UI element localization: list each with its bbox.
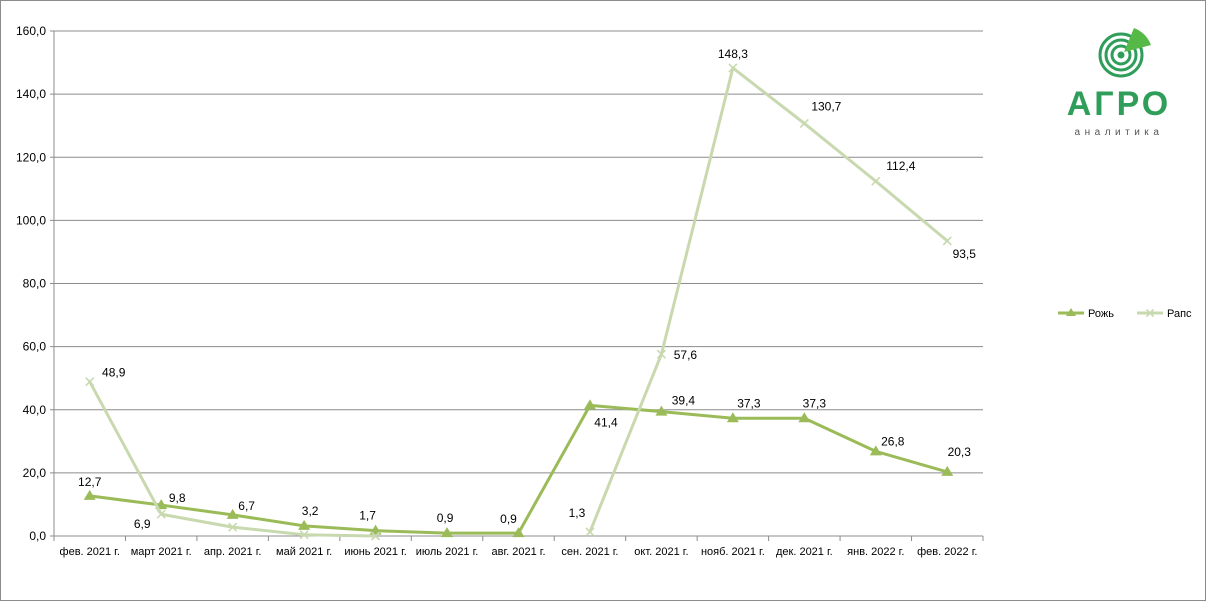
data-label: 57,6 [674, 348, 698, 362]
data-label: 112,4 [886, 159, 915, 173]
agro-logo: АГРО аналитика [1067, 28, 1172, 138]
x-tick-label: фев. 2022 г. [917, 546, 977, 558]
data-label: 37,3 [803, 396, 827, 410]
y-tick-label: 60,0 [23, 340, 47, 354]
data-label: 148,3 [718, 47, 748, 61]
data-point-triangle [512, 527, 525, 538]
data-point-triangle [583, 399, 596, 410]
y-tick-label: 80,0 [23, 277, 47, 291]
x-tick-label: дек. 2021 г. [776, 546, 833, 558]
x-tick-label: май 2021 г. [276, 546, 332, 558]
x-tick-label: сен. 2021 г. [561, 546, 618, 558]
y-axis-ticks: 0,0 20,0 40,0 60,0 80,0 100,0 120,0 140,0 160,0 [16, 24, 46, 543]
y-tick-label: 100,0 [16, 213, 46, 227]
x-tick-label: июль 2021 г. [416, 546, 479, 558]
data-label: 1,3 [569, 506, 586, 520]
gridlines [50, 30, 984, 541]
data-point-x [871, 176, 881, 186]
y-tick-label: 140,0 [16, 87, 46, 101]
x-tick-label: окт. 2021 г. [634, 546, 688, 558]
data-label: 6,7 [238, 499, 255, 513]
data-label: 26,8 [881, 434, 905, 448]
data-point-x [299, 530, 309, 540]
data-point-x [942, 236, 952, 246]
x-tick-label: авг. 2021 г. [492, 546, 546, 558]
x-tick-label: янв. 2022 г. [847, 546, 904, 558]
data-point-triangle [83, 489, 96, 500]
data-point-x [656, 349, 666, 359]
x-axis-ticks: фев. 2021 г. март 2021 г. апр. 2021 г. май … [60, 546, 978, 558]
x-tick-label: апр. 2021 г. [204, 546, 262, 558]
data-labels: 12,7 9,8 6,7 3,2 1,7 0,9 0,9 41,4 39,4 37,3 37,3 26… [78, 47, 976, 531]
data-point-x [156, 509, 166, 519]
data-point-triangle [655, 405, 668, 416]
data-point-triangle [869, 445, 882, 456]
logo-emblem-icon [1098, 28, 1151, 78]
data-point-triangle [798, 412, 811, 423]
data-label: 37,3 [737, 396, 761, 410]
legend-x-marker [1145, 308, 1155, 318]
data-label: 1,7 [359, 509, 376, 523]
data-label: 39,4 [672, 394, 696, 408]
data-label: 130,7 [811, 99, 841, 113]
data-point-triangle [226, 508, 239, 519]
data-point-triangle [441, 527, 454, 538]
x-tick-label: нояб. 2021 г. [701, 546, 765, 558]
data-point-x [371, 531, 381, 541]
data-label: 0,9 [500, 512, 517, 526]
logo-brand: АГРО [1067, 85, 1172, 123]
data-label: 12,7 [78, 475, 102, 489]
data-point-x [228, 522, 238, 532]
legend: Рожь Рапс [1058, 308, 1192, 320]
data-label: 48,9 [102, 366, 126, 380]
series [83, 63, 954, 541]
data-label: 3,2 [302, 504, 319, 518]
y-tick-label: 0,0 [29, 529, 46, 543]
data-label: 41,4 [594, 415, 618, 429]
data-label: 93,5 [953, 247, 977, 261]
data-point-x [85, 377, 95, 387]
y-tick-label: 40,0 [23, 403, 47, 417]
data-point-triangle [941, 465, 954, 476]
legend-label: Рапс [1167, 308, 1192, 320]
logo-tagline: аналитика [1075, 127, 1164, 138]
data-point-x [799, 118, 809, 129]
legend-triangle-marker [1066, 308, 1076, 316]
series-line-rye [88, 403, 949, 535]
data-label: 6,9 [134, 517, 151, 531]
data-point-x [728, 63, 738, 73]
y-tick-label: 120,0 [16, 150, 46, 164]
y-tick-label: 160,0 [16, 24, 46, 38]
legend-label: Рожь [1088, 308, 1114, 320]
data-point-triangle [726, 412, 739, 423]
data-point-x [585, 527, 595, 537]
x-tick-label: март 2021 г. [131, 546, 192, 558]
x-tick-label: июнь 2021 г. [344, 546, 407, 558]
data-label: 9,8 [169, 491, 186, 505]
x-tick-label: фев. 2021 г. [60, 546, 120, 558]
series-line-rapeseed [588, 66, 949, 534]
data-label: 0,9 [437, 511, 454, 525]
y-tick-label: 20,0 [23, 466, 47, 480]
data-point-triangle [298, 519, 311, 530]
data-label: 20,3 [948, 445, 972, 459]
